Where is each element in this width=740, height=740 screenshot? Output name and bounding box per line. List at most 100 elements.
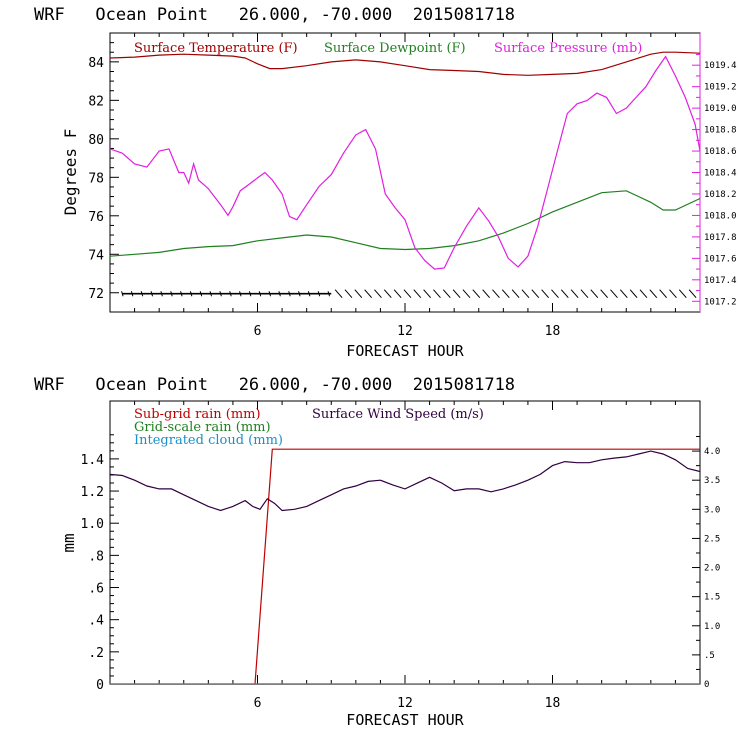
x-axis-label: FORECAST HOUR — [346, 342, 464, 360]
wind-barb — [413, 289, 422, 299]
wind-barb — [278, 291, 281, 297]
wind-barb — [334, 289, 343, 299]
wind-barb — [307, 291, 311, 297]
temperature-pressure-chart: WRF Ocean Point 26.000, -70.000 20150817… — [34, 5, 737, 360]
wind-barb — [659, 289, 668, 299]
wind-barb — [364, 289, 373, 299]
wind-barb — [180, 291, 183, 297]
wind-barb — [433, 289, 441, 299]
wind-barb — [327, 291, 331, 297]
y2-tick-label: 1019.4 — [704, 61, 737, 71]
y-tick-label: .6 — [88, 582, 104, 597]
wind-barb — [160, 291, 163, 297]
y-tick-label: 76 — [88, 210, 104, 225]
wind-barb — [639, 289, 648, 299]
x-tick-label: 12 — [397, 324, 413, 339]
y2-tick-label: 1017.8 — [704, 233, 737, 243]
wind-barb — [541, 289, 550, 299]
wind-barb — [344, 289, 353, 299]
wind-barb — [511, 289, 520, 299]
wind-barb — [170, 291, 173, 297]
y2-tick-label: 1019.0 — [704, 104, 737, 114]
wind-barb — [590, 289, 599, 299]
legend-entry: Surface Temperature (F) — [134, 41, 298, 56]
legend-entry: Sub-grid rain (mm) — [134, 407, 261, 422]
wind-barb — [462, 289, 471, 299]
y2-tick-label: 1.5 — [704, 593, 720, 603]
wind-barb — [629, 289, 638, 299]
y2-tick-label: 2.5 — [704, 534, 720, 544]
wind-barb — [551, 289, 559, 299]
y-tick-label: .4 — [88, 614, 104, 629]
wind-barb — [298, 291, 301, 297]
wind-barb — [669, 289, 677, 299]
wind-barb — [600, 289, 609, 299]
wind-barb — [248, 291, 252, 297]
y2-tick-label: 1018.2 — [704, 190, 737, 200]
wind-barb — [288, 291, 291, 297]
y2-tick-label: 1017.6 — [704, 254, 737, 264]
y-tick-label: 80 — [88, 133, 104, 148]
y2-tick-label: 1.0 — [704, 622, 720, 632]
wind-barb — [472, 289, 481, 299]
x-tick-label: 6 — [254, 696, 262, 711]
wind-barb — [423, 289, 432, 299]
y2-tick-label: 1018.0 — [704, 211, 737, 221]
wind-barb — [121, 291, 124, 297]
legend-entry: Surface Dewpoint (F) — [324, 41, 466, 56]
x-tick-label: 6 — [254, 324, 262, 339]
y2-tick-label: 2.0 — [704, 564, 720, 574]
y-tick-label: 0 — [96, 678, 104, 693]
x-tick-label: 18 — [545, 696, 561, 711]
rain-wind-chart: WRF Ocean Point 26.000, -70.000 20150817… — [34, 375, 720, 729]
wind-barb — [374, 289, 382, 299]
wind-barb — [580, 289, 589, 299]
y-axis-label: Degrees F — [61, 129, 80, 216]
wind-barb — [649, 289, 658, 299]
y-tick-label: 74 — [88, 248, 104, 263]
wind-barb — [619, 289, 628, 299]
wind-barb — [521, 289, 530, 299]
wind-barb — [140, 291, 144, 297]
wind-barb — [531, 289, 540, 299]
series-line-surface-dewpoint-f — [110, 190, 700, 257]
legend-entry: Surface Pressure (mb) — [494, 41, 642, 56]
wind-barb — [189, 291, 193, 297]
y2-tick-label: 1018.4 — [704, 169, 737, 179]
wind-barb — [403, 289, 412, 299]
wind-barb — [501, 289, 510, 299]
x-axis-label: FORECAST HOUR — [346, 711, 464, 729]
y-tick-label: 84 — [88, 56, 104, 71]
y-tick-label: 78 — [88, 171, 104, 186]
y2-tick-label: 4.0 — [704, 447, 720, 457]
legend-entry: Surface Wind Speed (m/s) — [312, 407, 484, 422]
wind-barb — [688, 289, 697, 299]
wind-barb — [383, 289, 392, 299]
wind-barb — [239, 291, 242, 297]
chart-title: WRF Ocean Point 26.000, -70.000 20150817… — [34, 375, 515, 395]
y2-tick-label: 1019.2 — [704, 83, 737, 93]
x-tick-label: 18 — [545, 324, 561, 339]
wind-barb — [209, 291, 213, 297]
y2-tick-label: 1018.8 — [704, 126, 737, 136]
wind-barb — [452, 289, 461, 299]
y2-tick-label: 1017.2 — [704, 297, 737, 307]
wind-barb — [570, 289, 579, 299]
y-tick-label: 82 — [88, 94, 104, 109]
y2-tick-label: 3.0 — [704, 505, 720, 515]
wind-barb — [678, 289, 687, 299]
y-tick-label: 1.2 — [81, 485, 104, 500]
wind-barb — [219, 291, 222, 297]
wind-barb — [393, 289, 402, 299]
y-tick-label: 1.4 — [81, 453, 105, 468]
wind-barb — [229, 291, 232, 297]
wind-barb — [150, 291, 154, 297]
y-tick-label: .2 — [88, 646, 104, 661]
y2-tick-label: .5 — [704, 651, 715, 661]
wind-barb — [258, 291, 262, 297]
wind-barb — [492, 289, 500, 299]
x-tick-label: 12 — [397, 696, 413, 711]
wind-barb — [482, 289, 491, 299]
legend-entry: Integrated cloud (mm) — [134, 433, 283, 448]
